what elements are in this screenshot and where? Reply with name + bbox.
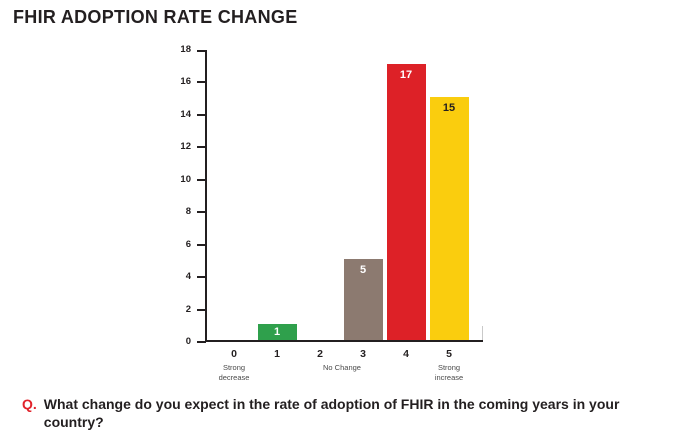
y-axis-tick-label: 4	[185, 271, 191, 283]
y-axis-tick-label: 16	[180, 76, 191, 88]
question-prefix: Q.	[22, 396, 37, 412]
y-axis-tick-mark	[197, 81, 206, 84]
y-axis-tick-label: 10	[180, 173, 191, 185]
bar-category-4: 17	[386, 64, 426, 340]
x-axis-category-number: 3	[360, 348, 366, 360]
y-axis-tick-mark	[197, 341, 206, 343]
bar-category-3: 5	[343, 258, 383, 340]
x-axis-category-label: 0	[204, 348, 264, 361]
x-axis-category-label: 1	[247, 348, 307, 361]
y-axis-tick-label: 0	[185, 336, 191, 347]
bar-value-label: 5	[359, 263, 367, 276]
x-axis-category-label: 2	[290, 348, 350, 361]
y-axis-tick-mark	[197, 276, 206, 279]
y-axis-tick-mark	[197, 50, 206, 52]
y-axis-tick-mark	[197, 178, 206, 181]
y-axis-tick-label: 18	[180, 44, 191, 55]
y-axis-tick-label: 6	[185, 238, 191, 250]
y-axis-tick-label: 8	[185, 206, 191, 218]
x-axis-category-number: 5	[446, 348, 452, 360]
x-axis-category-sublabel: No Change	[323, 363, 361, 372]
page-title: FHIR ADOPTION RATE CHANGE	[13, 7, 298, 27]
y-axis-tick-label: 14	[180, 108, 191, 120]
y-axis-tick-mark	[197, 308, 206, 311]
y-axis-tick-mark	[197, 211, 206, 214]
y-axis-tick-label: 2	[185, 303, 191, 315]
bar-chart-plot-area: 0 2 4 6 8 10 12 14 16 18 0 Strong decrease 1 1 2 5 3 No Ch…	[180, 44, 483, 382]
x-axis-category-label: 5	[419, 348, 479, 361]
x-axis-category-number: 0	[231, 348, 237, 360]
bar-value-label: 1	[273, 325, 281, 338]
x-axis-category-label: 4	[376, 348, 436, 361]
y-axis-tick-mark	[197, 146, 206, 149]
y-axis-tick-mark	[197, 113, 206, 116]
x-axis-category-label: 3	[333, 348, 393, 361]
x-axis-category-number: 4	[403, 348, 409, 360]
x-axis-category-number: 2	[317, 348, 323, 360]
bar-value-label: 15	[442, 101, 456, 114]
y-axis-tick-mark	[197, 243, 206, 246]
x-axis-end-tick	[482, 326, 483, 340]
bar-value-label: 17	[399, 69, 413, 82]
x-axis-category-sublabel: Strong decrease	[218, 363, 250, 382]
x-axis-category-number: 1	[274, 348, 280, 360]
y-axis-tick-label: 12	[180, 141, 191, 153]
bar-category-1: 1	[257, 323, 297, 340]
bar-category-5: 15	[429, 96, 469, 340]
x-axis-category-sublabel: Strong increase	[434, 363, 464, 382]
survey-question: Q. What change do you expect in the rate…	[22, 395, 656, 431]
question-text: What change do you expect in the rate of…	[43, 396, 620, 430]
